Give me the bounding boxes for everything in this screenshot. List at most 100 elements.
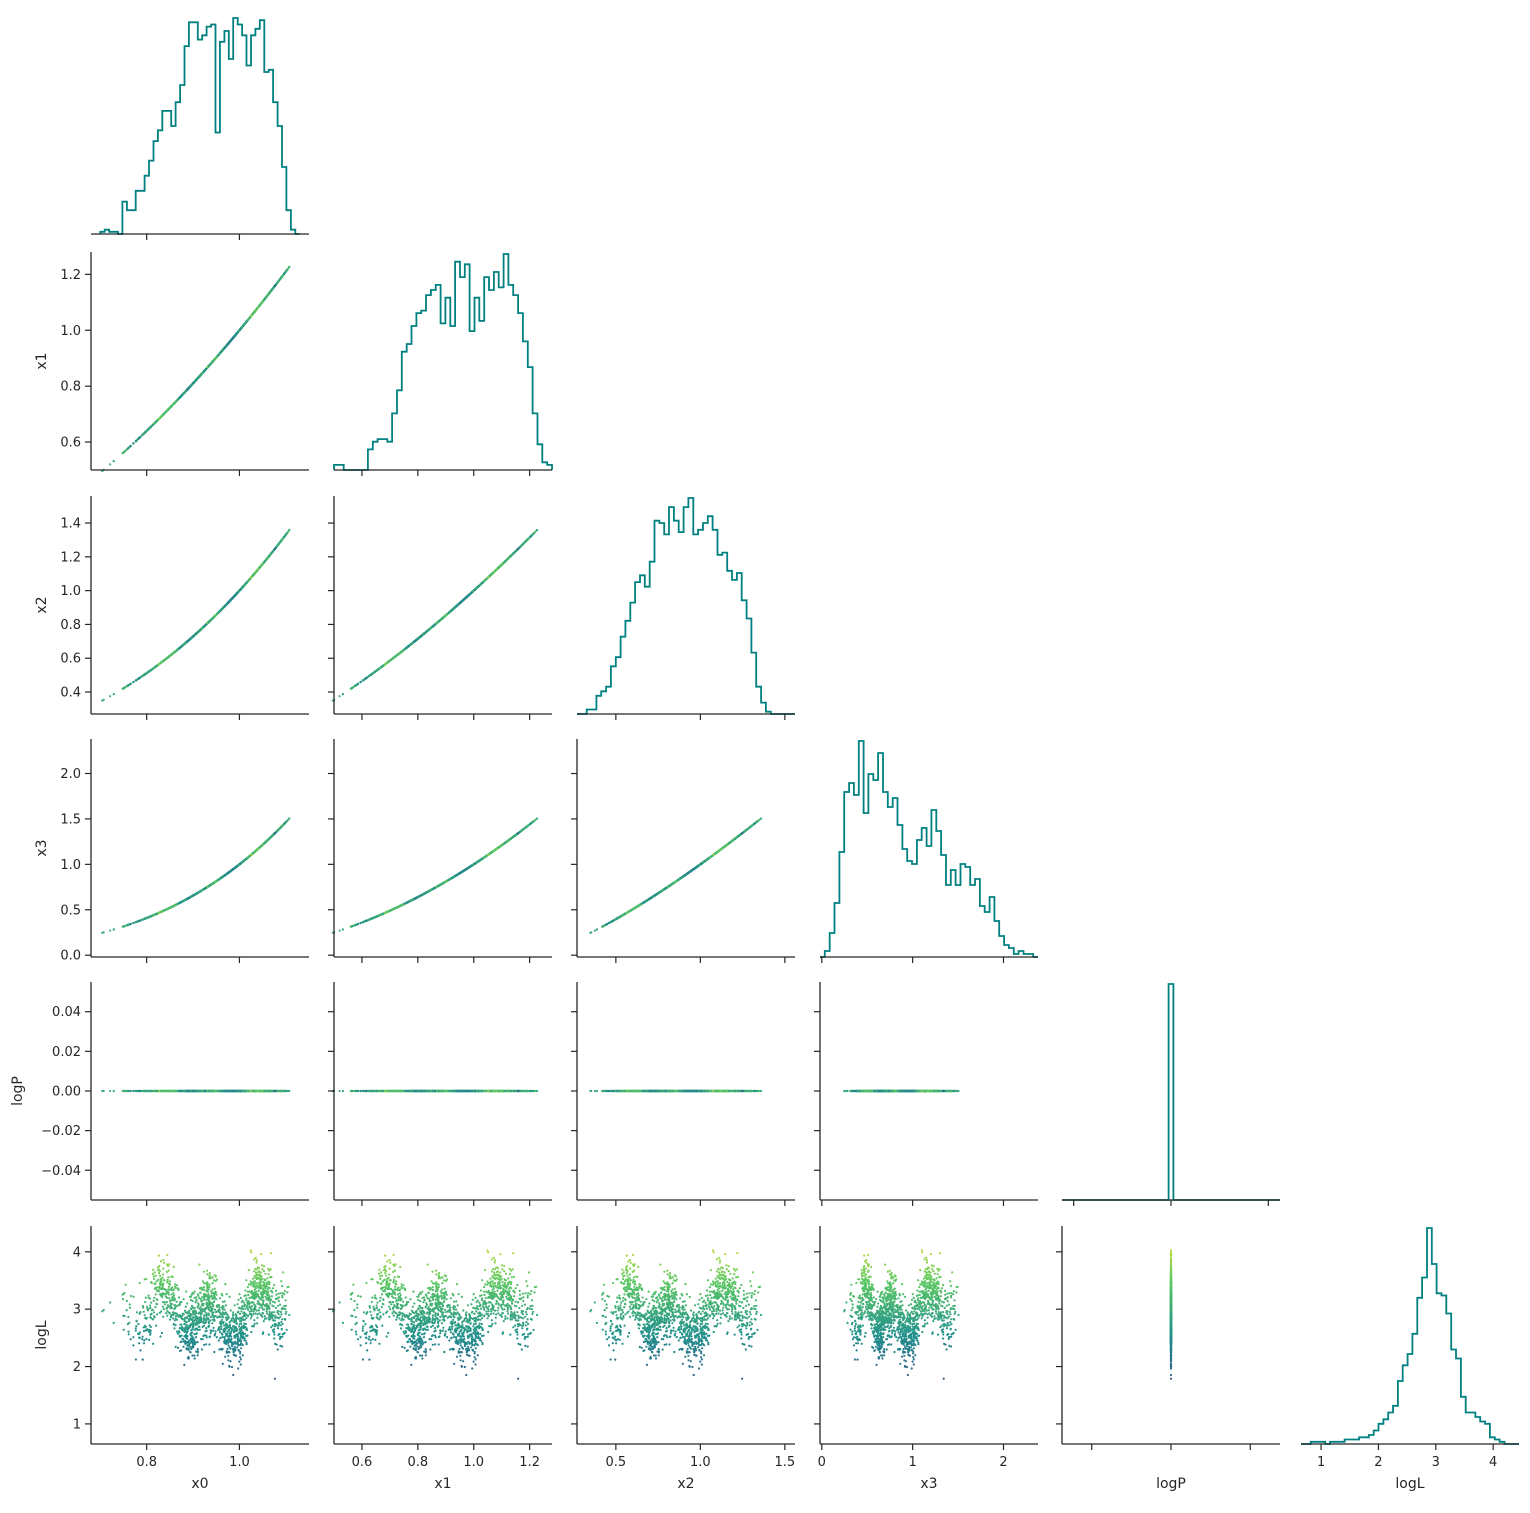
scatter-point: [256, 308, 258, 310]
scatter-point: [284, 535, 286, 537]
scatter-x2-vs-x0: [101, 529, 290, 702]
scatter-point: [135, 679, 137, 681]
scatter-point: [427, 629, 429, 631]
scatter-point: [205, 623, 207, 625]
scatter-point: [123, 451, 125, 453]
scatter-point: [153, 422, 155, 424]
scatter-point: [431, 626, 433, 628]
scatter-point: [274, 548, 276, 550]
panel-x0-vs-x0: [91, 18, 309, 240]
scatter-point: [163, 412, 165, 414]
scatter-point: [479, 584, 481, 586]
scatter-point: [491, 573, 493, 575]
scatter-point: [264, 298, 266, 300]
scatter-point: [257, 568, 259, 570]
scatter-point: [362, 679, 364, 681]
scatter-point: [165, 658, 167, 660]
scatter-point: [113, 460, 115, 462]
scatter-point: [471, 591, 473, 593]
scatter-point: [192, 382, 194, 384]
scatter-point: [250, 315, 252, 317]
scatter-point: [425, 631, 427, 633]
scatter-point: [241, 587, 243, 589]
scatter-point: [239, 328, 241, 330]
y-tick-label: 1.4: [60, 517, 81, 532]
scatter-point: [156, 665, 158, 667]
scatter-point: [220, 609, 222, 611]
scatter-point: [476, 587, 478, 589]
scatter-point: [494, 570, 496, 572]
scatter-point: [224, 605, 226, 607]
scatter-point: [379, 667, 381, 669]
scatter-point: [247, 319, 249, 321]
scatter-point: [180, 396, 182, 398]
scatter-point: [279, 541, 281, 543]
scatter-point: [531, 534, 533, 536]
y-tick-label: 0.6: [60, 436, 81, 451]
scatter-point: [373, 672, 375, 674]
scatter-point: [220, 351, 222, 353]
scatter-point: [522, 543, 524, 545]
scatter-point: [151, 669, 153, 671]
scatter-point: [103, 699, 105, 701]
scatter-point: [517, 548, 519, 550]
scatter-point: [434, 623, 436, 625]
scatter-point: [243, 323, 245, 325]
scatter-point: [241, 326, 243, 328]
scatter-point: [438, 620, 440, 622]
scatter-point: [266, 557, 268, 559]
scatter-point: [130, 683, 132, 685]
scatter-point: [138, 677, 140, 679]
scatter-point: [440, 618, 442, 620]
y-tick-label: 0.8: [60, 618, 81, 633]
y-axis-label: x2: [34, 596, 50, 613]
scatter-point: [205, 368, 207, 370]
scatter-point: [215, 357, 217, 359]
scatter-point: [123, 687, 125, 689]
scatter-point: [237, 331, 239, 333]
scatter-point: [371, 673, 373, 675]
scatter-point: [465, 596, 467, 598]
scatter-point: [175, 401, 177, 403]
scatter-point: [351, 687, 353, 689]
scatter-point: [392, 658, 394, 660]
scatter-point: [229, 340, 231, 342]
y-axis-label: x1: [34, 352, 50, 369]
scatter-point: [144, 673, 146, 675]
scatter-point: [496, 568, 498, 570]
scatter-point: [339, 695, 341, 697]
scatter-point: [172, 403, 174, 405]
scatter-point: [474, 589, 476, 591]
scatter-point: [160, 662, 162, 664]
panel-x1-vs-x1: [334, 254, 552, 476]
scatter-point: [288, 266, 290, 268]
scatter-point: [524, 541, 526, 543]
y-tick-label: 0.4: [60, 686, 81, 701]
scatter-point: [288, 529, 290, 531]
scatter-point: [199, 629, 201, 631]
scatter-point: [342, 693, 344, 695]
y-tick-label: 1.0: [60, 324, 81, 339]
scatter-point: [127, 447, 129, 449]
scatter-point: [186, 389, 188, 391]
scatter-point: [499, 565, 501, 567]
scatter-point: [247, 580, 249, 582]
scatter-point: [390, 659, 392, 661]
scatter-point: [146, 672, 148, 674]
y-tick-label: 1.0: [60, 584, 81, 599]
scatter-point: [382, 665, 384, 667]
scatter-point: [406, 646, 408, 648]
corner-plot-panels: 0.60.81.01.2x10.40.60.81.01.21.4x20.00.5…: [10, 18, 1519, 1492]
scatter-point: [456, 605, 458, 607]
scatter-point: [369, 675, 371, 677]
scatter-point: [413, 640, 415, 642]
panel-x2-vs-x1: [328, 496, 552, 720]
panel-x2-vs-x2: [577, 498, 795, 720]
y-tick-label: 1.2: [60, 268, 81, 283]
scatter-point: [211, 361, 213, 363]
scatter-point: [186, 640, 188, 642]
scatter-point: [401, 650, 403, 652]
scatter-point: [354, 685, 356, 687]
scatter-point: [138, 437, 140, 439]
scatter-point: [257, 306, 259, 308]
